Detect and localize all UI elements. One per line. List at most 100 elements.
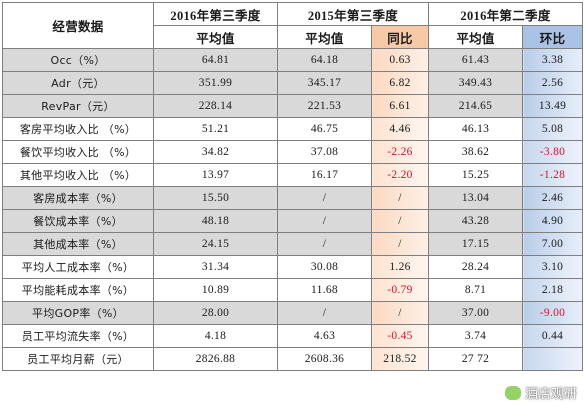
row-label: 平均能耗成本率（%） [2,278,154,302]
cell-qoq: 4.90 [522,209,584,233]
cell-2016-q2: 38.62 [428,140,524,164]
cell-2016-q3: 64.81 [153,48,278,72]
cell-2015-q3: 4.63 [277,324,372,348]
table-row: RevPar（元） 228.14 221.53 6.61 214.65 13.49 [2,94,584,118]
cell-2015-q3: / [277,232,372,256]
row-label: 其他平均收入比 （%） [2,163,154,187]
cell-yoy: -2.26 [370,140,430,164]
table-row: Occ（%） 64.81 64.18 0.63 61.43 3.38 [2,48,584,72]
cell-2015-q3: / [277,209,372,233]
cell-2015-q3: 46.75 [277,117,372,141]
cell-2016-q3: 31.34 [153,255,278,279]
cell-yoy: -0.79 [370,278,430,302]
header-avg-2016-q3: 平均值 [153,25,278,49]
cell-2016-q3: 351.99 [153,71,278,95]
header-yoy: 同比 [370,25,430,49]
cell-2016-q2: 43.28 [428,209,524,233]
cell-qoq: 0.44 [522,324,584,348]
cell-2016-q3: 13.97 [153,163,278,187]
cell-2016-q3: 28.00 [153,301,278,325]
operating-data-table: 经营数据 2016年第三季度 2015年第三季度 2016年第二季度 平均值 平… [2,2,584,371]
table-row: Adr（元） 351.99 345.17 6.82 349.43 2.56 [2,71,584,95]
cell-2015-q3: 30.08 [277,255,372,279]
cell-2016-q2: 15.25 [428,163,524,187]
row-label: 餐饮成本率（%） [2,209,154,233]
cell-qoq: 5.08 [522,117,584,141]
cell-2016-q2: 37.00 [428,301,524,325]
cell-yoy: / [370,232,430,256]
cell-2015-q3: 11.68 [277,278,372,302]
cell-2016-q2: 28.24 [428,255,524,279]
cell-yoy: / [370,186,430,210]
cell-yoy: 4.46 [370,117,430,141]
cell-2016-q2: 349.43 [428,71,524,95]
table-row: 其他平均收入比 （%） 13.97 16.17 -2.20 15.25 -1.28 [2,163,584,187]
cell-2016-q3: 34.82 [153,140,278,164]
header-avg-2015-q3: 平均值 [277,25,372,49]
header-2016-q3: 2016年第三季度 [153,2,278,26]
cell-2015-q3: / [277,301,372,325]
cell-qoq: -3.80 [522,140,584,164]
row-label: 平均人工成本率（%） [2,255,154,279]
cell-2016-q2: 17.15 [428,232,524,256]
cell-2016-q3: 24.15 [153,232,278,256]
cell-qoq: -9.00 [522,301,584,325]
cell-qoq: -1.28 [522,163,584,187]
cell-2015-q3: / [277,186,372,210]
row-label: 员工平均流失率（%） [2,324,154,348]
cell-2016-q3: 15.50 [153,186,278,210]
cell-2016-q2: 3.74 [428,324,524,348]
table-row: 餐饮平均收入比 （%） 34.82 37.08 -2.26 38.62 -3.80 [2,140,584,164]
row-label: 餐饮平均收入比 （%） [2,140,154,164]
header-metric: 经营数据 [2,2,154,49]
cell-2016-q2: 8.71 [428,278,524,302]
header-row-1: 经营数据 2016年第三季度 2015年第三季度 2016年第二季度 [2,2,584,49]
table-row: 平均人工成本率（%） 31.34 30.08 1.26 28.24 3.10 [2,255,584,279]
cell-qoq: 3.10 [522,255,584,279]
table-row: 员工平均流失率（%） 4.18 4.63 -0.45 3.74 0.44 [2,324,584,348]
cell-2016-q2: 214.65 [428,94,524,118]
table-row: 客房成本率（%） 15.50//13.04 2.46 [2,186,584,210]
cell-2015-q3: 2608.36 [277,347,372,371]
cell-2016-q3: 10.89 [153,278,278,302]
table-row: 平均GOP率（%） 28.00//37.00 -9.00 [2,301,584,325]
header-2016-q2: 2016年第二季度 [428,2,584,26]
cell-2016-q3: 228.14 [153,94,278,118]
header-avg-2016-q2: 平均值 [428,25,524,49]
cell-yoy: 218.52 [370,347,430,371]
cell-2016-q3: 48.18 [153,209,278,233]
cell-qoq: 3.38 [522,48,584,72]
watermark-text: 酒店观研 [524,387,577,402]
table-row: 员工平均月薪（元） 2826.88 2608.36 218.52 27 72 [2,347,584,371]
cell-2015-q3: 64.18 [277,48,372,72]
cell-qoq: 7.00 [522,232,584,256]
header-2015-q3: 2015年第三季度 [276,2,430,26]
cell-yoy: -2.20 [370,163,430,187]
row-label: 客房成本率（%） [2,186,154,210]
cell-yoy: / [370,209,430,233]
row-label: 平均GOP率（%） [2,301,154,325]
cell-yoy: -0.45 [370,324,430,348]
cell-2016-q2: 46.13 [428,117,524,141]
table-row: 客房平均收入比 （%） 51.21 46.75 4.46 46.13 5.08 [2,117,584,141]
cell-qoq: 13.49 [522,94,584,118]
row-label: 其他成本率（%） [2,232,154,256]
cell-2016-q2: 13.04 [428,186,524,210]
table-row: 餐饮成本率（%） 48.18//43.28 4.90 [2,209,584,233]
table-body: Occ（%） 64.81 64.18 0.63 61.43 3.38 Adr（元） 351.9… [2,48,584,371]
cell-2016-q3: 4.18 [153,324,278,348]
cell-yoy: 0.63 [370,48,430,72]
row-label: 员工平均月薪（元） [2,347,154,371]
cell-qoq: 2.56 [522,71,584,95]
header-qoq: 环比 [522,25,584,49]
row-label: 客房平均收入比 （%） [2,117,154,141]
cell-yoy: 6.61 [370,94,430,118]
watermark: 酒店观研 [503,383,577,402]
cell-yoy: / [370,301,430,325]
cell-2016-q3: 51.21 [153,117,278,141]
row-label: Adr（元） [2,71,154,95]
wechat-icon [503,384,522,401]
cell-2016-q2: 27 72 [428,347,524,371]
cell-2015-q3: 37.08 [277,140,372,164]
